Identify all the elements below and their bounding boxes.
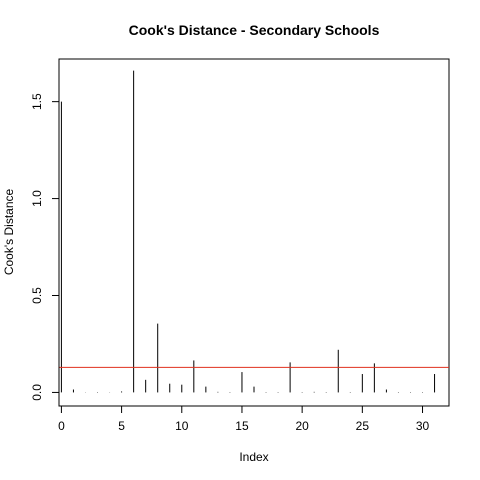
x-axis-label: Index [239,450,268,464]
y-tick-label-0.0: 0.0 [30,384,44,401]
x-tick-label-25: 25 [356,419,370,433]
x-tick-label-30: 30 [416,419,430,433]
x-tick-label-0: 0 [58,419,65,433]
chart-title: Cook's Distance - Secondary Schools [129,22,380,38]
x-tick-label-10: 10 [175,419,189,433]
y-tick-label-1.5: 1.5 [30,93,44,110]
x-axis: 0 5 10 15 20 25 30 [58,405,430,433]
y-axis-label: Cook's Distance [2,189,16,276]
y-tick-label-0.5: 0.5 [30,287,44,304]
x-tick-label-20: 20 [295,419,309,433]
y-axis: 0.0 0.5 1.0 1.5 [30,93,60,401]
x-tick-label-5: 5 [118,419,125,433]
data-marks [59,70,449,393]
x-tick-label-15: 15 [235,419,249,433]
y-tick-label-1.0: 1.0 [30,190,44,207]
plot-area-frame [58,58,450,407]
